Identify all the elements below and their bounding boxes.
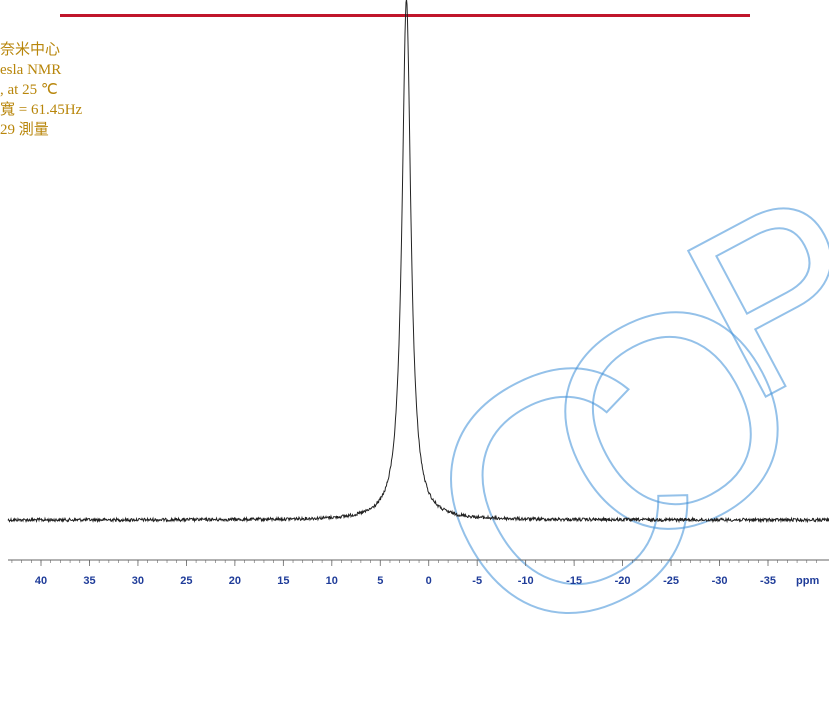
x-tick-label: 20 — [229, 575, 241, 587]
x-tick-label: 25 — [180, 575, 192, 587]
x-unit-label: ppm — [796, 575, 819, 587]
x-tick-label: -5 — [472, 575, 482, 587]
spectrum-line — [7, 0, 829, 524]
x-tick-label: 30 — [132, 575, 144, 587]
info-line-instrument: esla NMR — [0, 62, 62, 78]
x-tick-label: -20 — [615, 575, 631, 587]
x-tick-label: 15 — [277, 575, 289, 587]
x-tick-label: -30 — [712, 575, 728, 587]
x-tick-label: 5 — [377, 575, 383, 587]
nmr-spectrum-chart: 40 35 30 25 20 15 10 5 0 -5 -10 -15 -20 -25 -30 -35 ppm — [7, 0, 829, 587]
info-line-center: 奈米中心 — [0, 42, 61, 58]
info-line-measure: 29 測量 — [0, 122, 49, 138]
info-line-linewidth: 寬 = 61.45Hz — [0, 102, 83, 118]
tick-labels: 40 35 30 25 20 15 10 5 0 -5 -10 -15 -20 -25 -30 -35 — [35, 575, 776, 587]
x-tick-label: -15 — [566, 575, 582, 587]
x-tick-label: -35 — [760, 575, 776, 587]
x-tick-label: 35 — [83, 575, 95, 587]
title-underline — [60, 0, 750, 17]
x-tick-label: 10 — [326, 575, 338, 587]
x-tick-label: 0 — [426, 575, 432, 587]
x-tick-label: 40 — [35, 575, 47, 587]
sample-info: 奈米中心 esla NMR , at 25 ℃ 寬 = 61.45Hz 29 測… — [0, 40, 82, 140]
major-ticks — [40, 560, 769, 566]
info-line-temperature: , at 25 ℃ — [0, 82, 58, 98]
x-tick-label: -25 — [663, 575, 679, 587]
x-tick-label: -10 — [518, 575, 534, 587]
